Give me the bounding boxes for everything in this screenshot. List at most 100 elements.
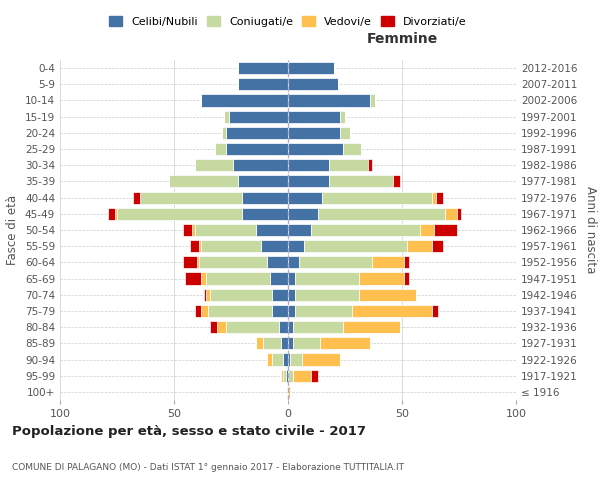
Bar	[270, 272, 288, 284]
Bar	[208, 305, 272, 317]
Bar	[343, 143, 361, 155]
Bar	[202, 240, 260, 252]
Bar	[242, 192, 288, 203]
Bar	[329, 159, 368, 172]
Bar	[295, 305, 352, 317]
Bar	[263, 338, 281, 349]
Bar	[211, 321, 217, 333]
Bar	[238, 78, 288, 90]
Bar	[233, 159, 288, 172]
Bar	[202, 305, 208, 317]
Bar	[352, 305, 431, 317]
Bar	[226, 127, 288, 139]
Bar	[283, 370, 286, 382]
Bar	[272, 354, 283, 366]
Bar	[203, 288, 206, 301]
Bar	[140, 192, 242, 203]
Bar	[117, 208, 242, 220]
Bar	[431, 192, 436, 203]
Bar	[288, 159, 329, 172]
Bar	[288, 272, 295, 284]
Bar	[288, 386, 290, 398]
Bar	[368, 159, 373, 172]
Bar	[322, 192, 431, 203]
Bar	[299, 256, 373, 268]
Bar	[192, 224, 194, 236]
Bar	[288, 208, 317, 220]
Bar	[288, 78, 338, 90]
Bar	[288, 192, 322, 203]
Bar	[256, 224, 288, 236]
Bar	[202, 94, 288, 106]
Bar	[295, 272, 359, 284]
Bar	[133, 192, 140, 203]
Bar	[293, 338, 320, 349]
Bar	[370, 94, 374, 106]
Text: COMUNE DI PALAGANO (MO) - Dati ISTAT 1° gennaio 2017 - Elaborazione TUTTITALIA.I: COMUNE DI PALAGANO (MO) - Dati ISTAT 1° …	[12, 463, 404, 472]
Bar	[311, 224, 420, 236]
Bar	[272, 288, 288, 301]
Bar	[288, 143, 343, 155]
Bar	[288, 127, 340, 139]
Bar	[268, 354, 272, 366]
Bar	[317, 208, 445, 220]
Text: Femmine: Femmine	[367, 32, 437, 46]
Bar	[260, 240, 288, 252]
Bar	[288, 62, 334, 74]
Bar	[288, 338, 293, 349]
Bar	[373, 256, 404, 268]
Bar	[202, 272, 206, 284]
Bar	[224, 110, 229, 122]
Y-axis label: Anni di nascita: Anni di nascita	[584, 186, 597, 274]
Bar	[304, 240, 407, 252]
Bar	[256, 338, 263, 349]
Bar	[288, 256, 299, 268]
Bar	[343, 321, 400, 333]
Bar	[288, 176, 329, 188]
Bar	[238, 176, 288, 188]
Bar	[288, 94, 370, 106]
Bar	[431, 305, 439, 317]
Bar	[238, 62, 288, 74]
Bar	[215, 143, 226, 155]
Bar	[340, 110, 345, 122]
Bar	[185, 272, 202, 284]
Bar	[288, 110, 340, 122]
Bar	[404, 256, 409, 268]
Bar	[329, 176, 393, 188]
Bar	[393, 176, 400, 188]
Bar	[286, 370, 288, 382]
Bar	[226, 321, 279, 333]
Bar	[279, 321, 288, 333]
Bar	[434, 224, 457, 236]
Bar	[288, 240, 304, 252]
Text: Popolazione per età, sesso e stato civile - 2017: Popolazione per età, sesso e stato civil…	[12, 425, 366, 438]
Bar	[229, 110, 288, 122]
Bar	[288, 288, 295, 301]
Bar	[290, 354, 302, 366]
Bar	[293, 370, 311, 382]
Bar	[183, 224, 192, 236]
Bar	[169, 176, 238, 188]
Bar	[359, 272, 404, 284]
Bar	[281, 370, 283, 382]
Bar	[288, 321, 293, 333]
Bar	[311, 370, 317, 382]
Bar	[190, 240, 199, 252]
Bar	[183, 256, 197, 268]
Bar	[283, 354, 288, 366]
Bar	[420, 224, 434, 236]
Bar	[222, 127, 226, 139]
Bar	[359, 288, 416, 301]
Bar	[431, 240, 443, 252]
Bar	[108, 208, 115, 220]
Bar	[340, 127, 350, 139]
Bar	[302, 354, 340, 366]
Bar	[404, 272, 409, 284]
Bar	[272, 305, 288, 317]
Bar	[445, 208, 457, 220]
Bar	[197, 256, 199, 268]
Bar	[288, 224, 311, 236]
Bar	[436, 192, 443, 203]
Bar	[199, 256, 268, 268]
